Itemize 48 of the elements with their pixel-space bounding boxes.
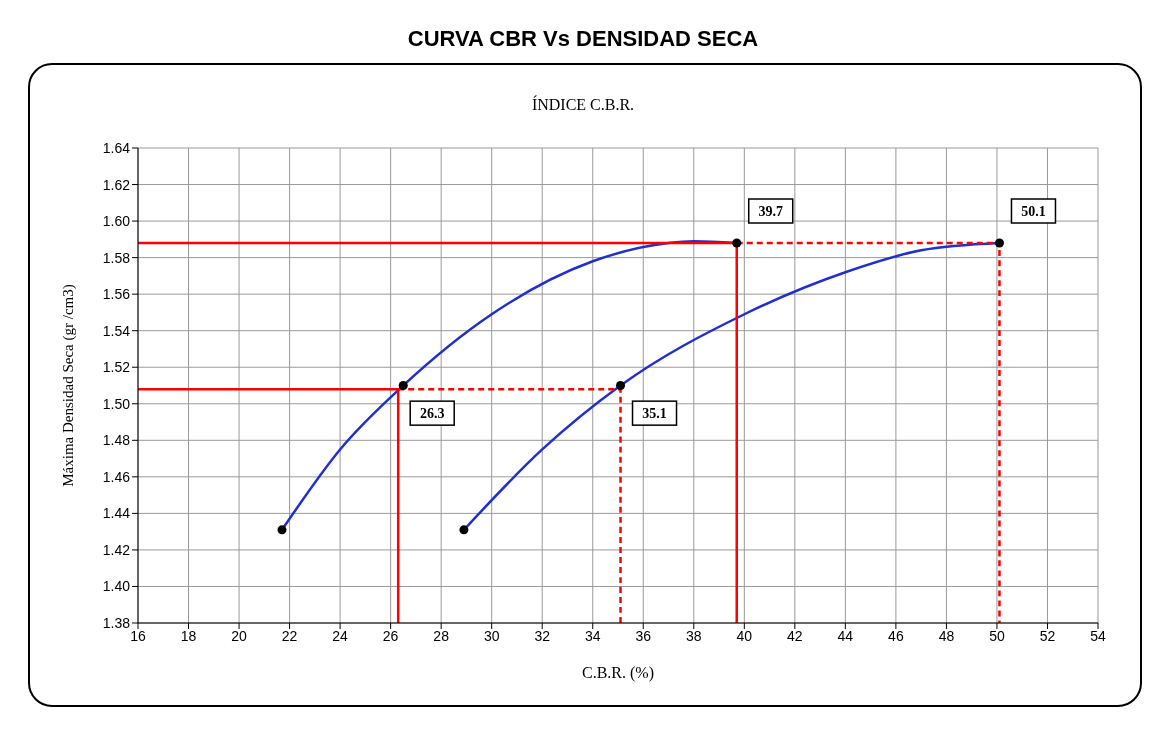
x-tick-label: 44: [837, 627, 854, 644]
x-tick-label: 42: [787, 627, 803, 644]
y-tick-label: 1.54: [102, 322, 131, 339]
chart-title: CURVA CBR Vs DENSIDAD SECA: [406, 25, 760, 52]
x-tick-label: 50: [989, 627, 1005, 644]
x-tick-label: 20: [231, 627, 248, 644]
x-tick-label: 46: [888, 627, 904, 644]
y-tick-label: 1.42: [102, 541, 131, 558]
point: [398, 380, 408, 391]
x-tick-label: 18: [180, 627, 197, 644]
point: [732, 238, 742, 248]
x-tick-label: 26: [382, 627, 399, 644]
x-tick-label: 24: [332, 627, 349, 644]
x-tick-label: 36: [635, 627, 652, 644]
point: [459, 525, 469, 535]
y-tick-label: 1.38: [102, 614, 131, 631]
y-axis-title: Máxima Densidad Seca (gr /cm3): [60, 284, 78, 487]
y-tick-label: 1.60: [102, 213, 131, 230]
y-tick-label: 1.44: [102, 505, 131, 522]
x-tick-label: 32: [534, 627, 551, 644]
point: [616, 380, 626, 391]
y-tick-label: 1.52: [102, 359, 131, 376]
chart-subtitle: ÍNDICE C.B.R.: [530, 96, 636, 114]
x-tick-label: 38: [686, 627, 702, 644]
x-tick-label: 54: [1090, 627, 1106, 644]
annotation: 50.1: [1021, 204, 1046, 219]
y-tick-label: 1.40: [102, 578, 131, 595]
point: [994, 238, 1004, 248]
x-tick-label: 40: [736, 627, 753, 644]
x-tick-label: 28: [433, 627, 450, 644]
y-tick-label: 1.46: [102, 468, 131, 485]
annotation: 35.1: [642, 406, 667, 422]
y-tick-label: 1.58: [102, 249, 131, 266]
annotation: 26.3: [419, 406, 445, 422]
x-axis-title: C.B.R. (%): [582, 664, 654, 682]
y-tick-label: 1.64: [102, 139, 131, 156]
y-tick-label: 1.62: [102, 176, 131, 193]
x-tick-label: 34: [584, 627, 601, 644]
x-tick-label: 22: [281, 627, 298, 644]
y-tick-label: 1.48: [102, 432, 131, 449]
x-tick-label: 16: [130, 627, 146, 644]
x-tick-label: 52: [1039, 627, 1056, 644]
y-tick-label: 1.50: [102, 395, 131, 412]
x-tick-label: 30: [483, 627, 500, 644]
y-tick-label: 1.56: [102, 286, 131, 303]
annotation: 39.7: [758, 204, 783, 219]
x-tick-label: 48: [938, 627, 955, 644]
point: [277, 525, 287, 535]
